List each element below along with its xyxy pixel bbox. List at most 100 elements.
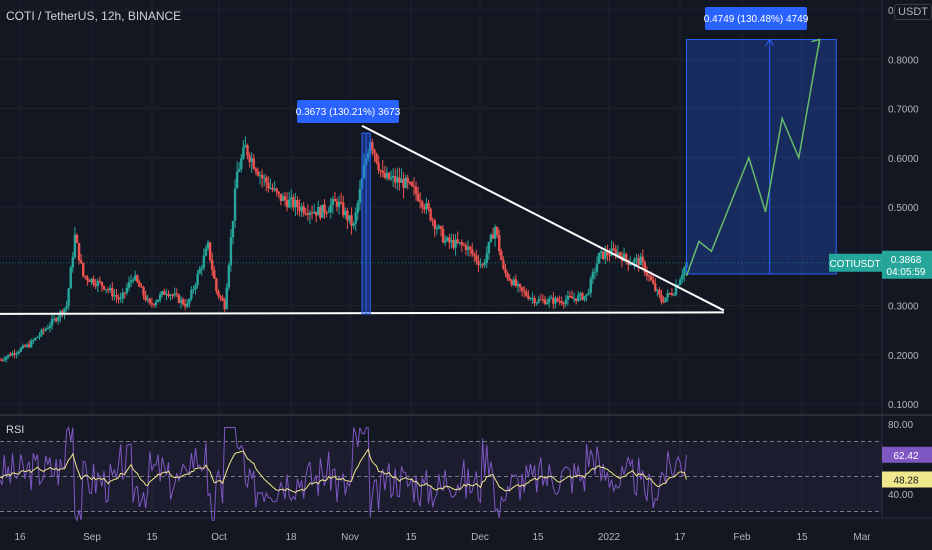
time-tick-label: Sep: [83, 532, 101, 543]
candle-body: [7, 354, 10, 357]
candle-body: [238, 169, 241, 172]
candle-body: [300, 206, 303, 212]
candle-body: [481, 264, 484, 266]
candle-body: [23, 345, 27, 347]
candle-body: [308, 212, 312, 216]
candle-body: [333, 198, 337, 202]
candle-body: [668, 293, 672, 295]
candle-body: [296, 199, 299, 208]
candle-body: [475, 255, 478, 261]
candle-body: [215, 278, 218, 292]
candle-body: [262, 177, 266, 179]
candle-body: [258, 174, 262, 176]
measure-label-bg-1: [297, 100, 399, 123]
candle-body: [593, 271, 597, 273]
candle-body: [213, 269, 216, 279]
candle-body: [5, 356, 8, 360]
candle-body: [525, 291, 528, 296]
candle-body: [283, 196, 287, 201]
candle-body: [545, 302, 549, 305]
candle-body: [587, 292, 590, 295]
candle-body: [591, 272, 595, 279]
candle-body: [134, 275, 137, 280]
candle-body: [366, 153, 370, 159]
candle-body: [148, 298, 151, 304]
rsi-value: 62.42: [893, 451, 918, 462]
candle-body: [88, 280, 91, 283]
candle-body: [79, 260, 83, 264]
candle-body: [433, 220, 436, 229]
candle-body: [408, 182, 411, 184]
candle-body: [564, 299, 568, 304]
candle-body: [514, 279, 518, 287]
time-tick-label: 15: [796, 532, 808, 543]
candle-body: [225, 287, 228, 310]
candle-body: [127, 282, 131, 288]
candle-body: [608, 255, 611, 257]
candle-body: [260, 174, 264, 179]
currency-label[interactable]: USDT: [894, 4, 932, 20]
candle-body: [152, 304, 156, 306]
projection-arrowhead: [811, 38, 821, 48]
candle-body: [0, 359, 2, 361]
candle-body: [292, 197, 295, 208]
candle-body: [639, 256, 642, 265]
candle-body: [140, 286, 143, 288]
candle-body: [385, 172, 389, 178]
candle-body: [173, 293, 176, 296]
candle-body: [618, 252, 622, 256]
candle-body: [508, 278, 511, 281]
candle-body: [242, 147, 245, 159]
candle-body: [281, 196, 285, 201]
candle-body: [38, 335, 41, 337]
candle-body: [9, 354, 12, 356]
chart-title: COTI / TetherUS, 12h, BINANCE: [6, 9, 182, 23]
candle-body: [206, 242, 210, 249]
candle-body: [240, 158, 243, 170]
candle-body: [641, 256, 644, 262]
candle-body: [556, 298, 559, 301]
candle-body: [383, 172, 387, 178]
candle-body: [96, 280, 99, 287]
candle-body: [468, 246, 472, 250]
candle-body: [198, 269, 201, 274]
candle-body: [271, 187, 274, 190]
candle-body: [599, 251, 603, 253]
candle-body: [109, 288, 112, 290]
candle-body: [473, 253, 476, 256]
candle-body: [554, 298, 557, 304]
time-tick-label: Oct: [211, 532, 227, 543]
candle-body: [614, 249, 617, 255]
candle-body: [418, 200, 422, 202]
candle-body: [310, 212, 314, 214]
candle-body: [248, 155, 251, 162]
rsi-tick-label: 80.00: [888, 420, 913, 431]
candle-body: [377, 162, 380, 171]
candle-body: [294, 199, 297, 208]
candle-body: [454, 239, 457, 248]
candle-body: [82, 263, 85, 277]
candle-body: [471, 249, 474, 254]
time-tick-label: 15: [146, 532, 158, 543]
candle-body: [285, 200, 289, 208]
candle-body: [252, 158, 255, 169]
candle-body: [11, 353, 14, 356]
candle-body: [254, 168, 258, 172]
candle-body: [527, 295, 530, 299]
candle-body: [595, 263, 599, 272]
candle-body: [373, 149, 376, 154]
candle-body: [504, 268, 507, 274]
candle-body: [186, 303, 189, 307]
time-tick-label: 2022: [598, 532, 621, 543]
time-tick-label: Feb: [733, 532, 751, 543]
candle-body: [371, 142, 374, 150]
candle-body: [346, 210, 349, 221]
candle-body: [552, 297, 555, 304]
candle-body: [635, 258, 638, 260]
candle-body: [246, 145, 249, 156]
candle-body: [506, 273, 509, 279]
candle-body: [92, 278, 95, 285]
candle-body: [63, 308, 66, 314]
candle-body: [177, 294, 181, 303]
